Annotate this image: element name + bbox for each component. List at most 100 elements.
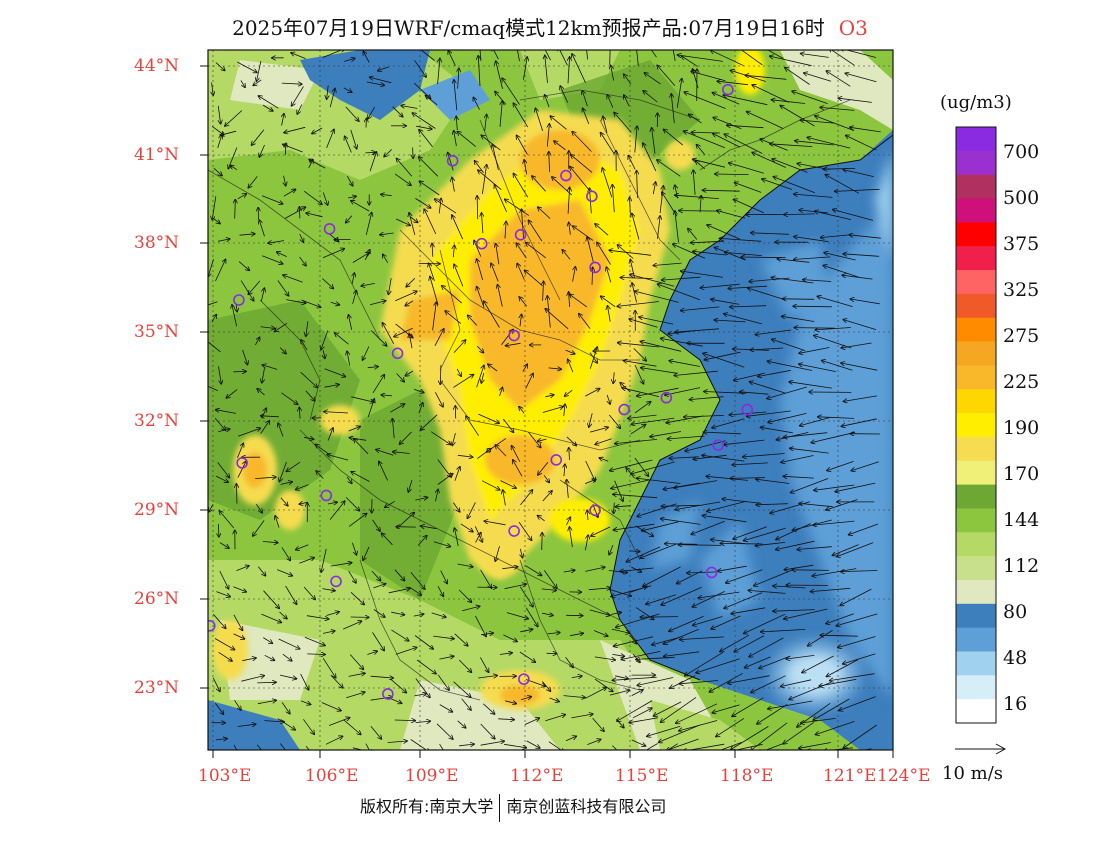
wind-vector bbox=[496, 61, 503, 89]
site-marker bbox=[475, 237, 488, 250]
wind-vector bbox=[629, 634, 637, 644]
wind-vector bbox=[568, 57, 570, 84]
wind-vector bbox=[635, 126, 637, 153]
wind-vector bbox=[324, 412, 349, 413]
site-marker bbox=[233, 294, 245, 306]
wind-vector bbox=[370, 330, 387, 345]
wind-vector bbox=[233, 614, 243, 631]
lat-label-23: 23°N bbox=[134, 678, 180, 698]
wind-vector bbox=[503, 634, 517, 642]
wind-vector bbox=[784, 564, 814, 570]
wind-vector bbox=[663, 628, 699, 644]
wind-vector bbox=[547, 633, 560, 634]
wind-vector bbox=[773, 177, 815, 194]
wind-vector bbox=[790, 448, 829, 454]
colorbar-label-190: 190 bbox=[1003, 417, 1040, 439]
wind-vector bbox=[219, 511, 235, 529]
wind-vector bbox=[491, 263, 499, 282]
wind-vector bbox=[304, 636, 325, 645]
colorbar-swatch bbox=[956, 246, 996, 271]
wind-vector bbox=[799, 347, 830, 354]
wind-vector bbox=[750, 382, 786, 394]
wind-vector bbox=[488, 364, 498, 372]
wind-vector bbox=[370, 77, 392, 84]
wind-vector bbox=[542, 613, 553, 615]
wind-vector bbox=[799, 742, 831, 749]
wind-vector bbox=[822, 361, 853, 371]
wind-vector bbox=[255, 337, 259, 346]
wind-vector bbox=[743, 453, 785, 457]
wind-vector bbox=[321, 330, 329, 350]
wind-vector bbox=[215, 475, 228, 482]
wind-vector bbox=[312, 127, 323, 134]
wind-vector bbox=[259, 220, 265, 237]
lat-label-44: 44°N bbox=[134, 56, 180, 76]
wind-vector bbox=[674, 370, 718, 375]
axis-ticks bbox=[200, 65, 894, 758]
colorbar-label-700: 700 bbox=[1003, 141, 1040, 163]
wind-vector bbox=[292, 86, 304, 106]
wind-vector bbox=[458, 589, 471, 602]
wind-vector bbox=[634, 364, 644, 384]
wind-vector bbox=[520, 314, 522, 327]
wind-vector bbox=[382, 533, 393, 546]
wind-vector bbox=[212, 82, 214, 96]
wind-vector bbox=[538, 207, 551, 219]
wind-vector bbox=[630, 197, 631, 215]
wind-vector bbox=[448, 153, 454, 171]
wind-vector bbox=[564, 404, 565, 417]
wind-vector bbox=[502, 567, 517, 569]
wind-vector bbox=[327, 85, 329, 99]
wind-vector bbox=[367, 399, 374, 418]
wind-vector bbox=[330, 563, 352, 567]
site-marker bbox=[382, 688, 394, 700]
wind-vector bbox=[219, 542, 229, 549]
wind-vector bbox=[653, 182, 655, 195]
wind-vector bbox=[820, 107, 855, 111]
wind-vector bbox=[484, 521, 506, 526]
wind-vector bbox=[237, 724, 256, 726]
wind-vector bbox=[549, 152, 550, 173]
wind-vector bbox=[571, 155, 593, 173]
wind-vector bbox=[395, 291, 417, 302]
wind-vector bbox=[349, 315, 353, 330]
wind-vector bbox=[326, 129, 334, 149]
wind-vector bbox=[541, 589, 557, 591]
lat-label-41: 41°N bbox=[134, 145, 180, 165]
wind-vector bbox=[395, 218, 410, 225]
wind-vector bbox=[440, 365, 441, 384]
wind-vector bbox=[693, 616, 723, 626]
wind-vector bbox=[610, 459, 653, 471]
wind-vector bbox=[239, 234, 255, 235]
colorbar-swatch bbox=[956, 651, 996, 676]
wind-vector bbox=[232, 305, 237, 327]
wind-vector bbox=[583, 108, 590, 125]
wind-vector bbox=[802, 655, 834, 673]
wind-vector bbox=[215, 62, 225, 71]
wind-vector bbox=[392, 419, 394, 439]
wind-vector bbox=[525, 374, 533, 389]
wind-vector bbox=[620, 567, 654, 571]
wind-vector bbox=[657, 216, 661, 239]
wind-vector bbox=[347, 351, 350, 366]
wind-vector bbox=[480, 723, 495, 739]
wind-vector bbox=[416, 125, 432, 129]
wind-vector bbox=[285, 585, 297, 604]
colorbar-swatch bbox=[956, 317, 996, 343]
wind-vector bbox=[565, 657, 574, 667]
wind-vector bbox=[523, 57, 527, 80]
wind-vector bbox=[693, 454, 727, 459]
colorbar-label-275: 275 bbox=[1003, 325, 1040, 347]
wind-vector bbox=[381, 194, 392, 195]
wind-vector bbox=[731, 726, 769, 749]
wind-vector bbox=[657, 65, 676, 86]
wind-vector bbox=[835, 189, 880, 191]
wind-vector bbox=[679, 680, 719, 684]
wind-vector bbox=[238, 428, 260, 437]
wind-vector bbox=[286, 461, 301, 471]
wind-vector bbox=[363, 546, 370, 560]
wind-vector bbox=[707, 225, 740, 240]
wind-vector bbox=[348, 514, 366, 527]
colorbar-swatch bbox=[956, 436, 996, 462]
wind-vector bbox=[372, 632, 385, 650]
